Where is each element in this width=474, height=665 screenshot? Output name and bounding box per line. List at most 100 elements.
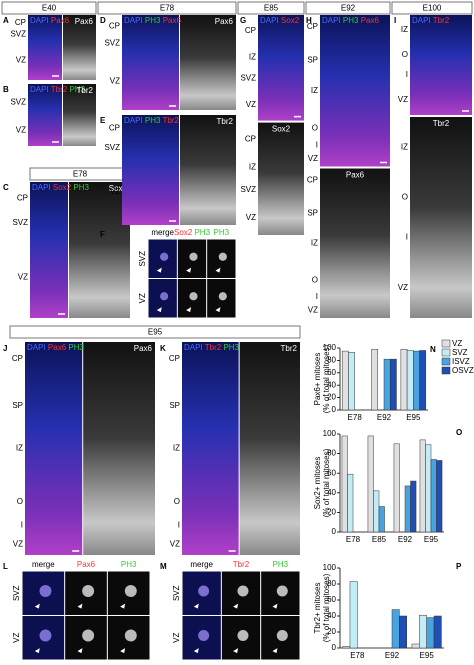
legend-swatch	[441, 357, 451, 366]
gray-channel-label: Pax6	[215, 17, 234, 26]
zone-label: VZ	[138, 293, 147, 303]
channel-label: merge	[32, 560, 55, 569]
bar	[371, 348, 379, 411]
bar	[378, 506, 385, 533]
panel-letter: K	[160, 344, 166, 353]
zone-label: I	[21, 520, 23, 529]
stage-header-box	[1, 1, 97, 15]
y-tick-label: 60	[327, 468, 336, 477]
y-tick-label: 40	[327, 488, 336, 497]
zone-label: VZ	[16, 56, 26, 65]
gray-micrograph	[83, 342, 155, 555]
channel: Pax6	[361, 16, 380, 25]
zone-label: SVZ	[240, 73, 256, 82]
bar	[419, 439, 426, 533]
channel: Sox2	[174, 228, 193, 237]
zone-label: SVZ	[104, 143, 120, 152]
x-tick-label: E78	[348, 413, 363, 422]
color-micrograph	[25, 342, 83, 555]
channel: DAPI	[30, 16, 49, 25]
arrowhead	[34, 648, 40, 654]
zone-label: CP	[12, 354, 23, 363]
bar	[400, 348, 408, 411]
y-tick-label: 80	[327, 356, 336, 365]
arrowhead	[186, 267, 192, 273]
stage-header-box	[305, 1, 391, 15]
channel: PH3	[223, 343, 239, 352]
bar	[393, 443, 400, 533]
bar	[341, 350, 349, 411]
y-tick-label: 60	[327, 368, 336, 377]
channel: Pax6	[163, 16, 182, 25]
stage-header-box	[97, 1, 237, 15]
zone-label: CP	[245, 26, 256, 35]
channel: Tbr2	[163, 116, 180, 125]
channel: PH3	[273, 560, 289, 569]
channel: merge	[151, 228, 174, 237]
zone-label: I	[406, 233, 408, 242]
y-tick-label: 0	[332, 643, 337, 652]
color-micrograph	[28, 84, 62, 146]
y-tick-label: 100	[323, 343, 337, 352]
zone-label: VZ	[308, 154, 318, 163]
zone-label: CP	[307, 176, 318, 185]
bar	[404, 485, 411, 533]
cell-spot	[198, 630, 210, 642]
channel-label: DAPI PH3 Tbr2	[124, 116, 180, 125]
zone-label: SVZ	[10, 98, 26, 107]
y-tick-label: 80	[327, 579, 336, 588]
zone-label: CP	[17, 193, 28, 202]
panel-letter: O	[456, 428, 462, 437]
zone-label: SVZ	[10, 30, 26, 39]
channel: DAPI	[322, 16, 341, 25]
x-tick-label: E95	[420, 651, 435, 660]
zone-label: VZ	[246, 100, 256, 109]
zone-label: VZ	[13, 539, 23, 548]
channel-label: DAPI Sox2 PH3	[32, 183, 89, 192]
y-tick-label: 100	[323, 429, 337, 438]
channel: PH3	[73, 183, 89, 192]
channel: DAPI	[184, 343, 203, 352]
cell-spot	[198, 585, 210, 597]
gray-channel-label: Tbr2	[77, 86, 94, 95]
arrowhead	[233, 648, 239, 654]
cell-spot	[218, 292, 227, 301]
legend-swatch	[441, 348, 451, 357]
bar	[391, 609, 400, 649]
bar	[436, 460, 443, 533]
y-tick-label: 100	[323, 563, 337, 572]
y-tick-label: 80	[327, 449, 336, 458]
x-tick-label: E78	[350, 651, 365, 660]
channel-label: PH3	[121, 560, 137, 569]
zone-label: IZ	[173, 444, 180, 453]
cell-spot	[218, 252, 227, 261]
stage-header-box	[391, 1, 473, 15]
zone-label: CP	[245, 135, 256, 144]
channel-label: PH3	[273, 560, 289, 569]
y-axis-label: (% of total mitoses)	[322, 573, 331, 642]
zone-label: IZ	[311, 86, 318, 95]
zone-label: SVZ	[240, 185, 256, 194]
zone-label: VZ	[246, 213, 256, 222]
legend-label: OSVZ	[452, 366, 474, 375]
channel: Tbr2	[433, 16, 450, 25]
gray-channel-label: Tbr2	[433, 119, 450, 128]
channel-label: merge	[190, 560, 213, 569]
channel: PH3	[343, 16, 359, 25]
gray-micrograph	[320, 168, 390, 318]
channel: DAPI	[27, 343, 46, 352]
zone-label: O	[312, 124, 318, 133]
channel: merge	[32, 560, 55, 569]
channel: Sox2	[53, 183, 72, 192]
stage-header: E78	[160, 4, 175, 13]
arrowhead	[77, 648, 83, 654]
bar	[342, 646, 351, 649]
stage-header: E95	[148, 328, 163, 337]
cell-spot	[160, 252, 169, 261]
zone-label: CP	[15, 18, 26, 27]
bar	[341, 435, 348, 533]
y-tick-label: 40	[327, 380, 336, 389]
color-micrograph	[320, 15, 390, 167]
panel-letter: F	[100, 230, 105, 239]
zone-label: I	[316, 140, 318, 149]
